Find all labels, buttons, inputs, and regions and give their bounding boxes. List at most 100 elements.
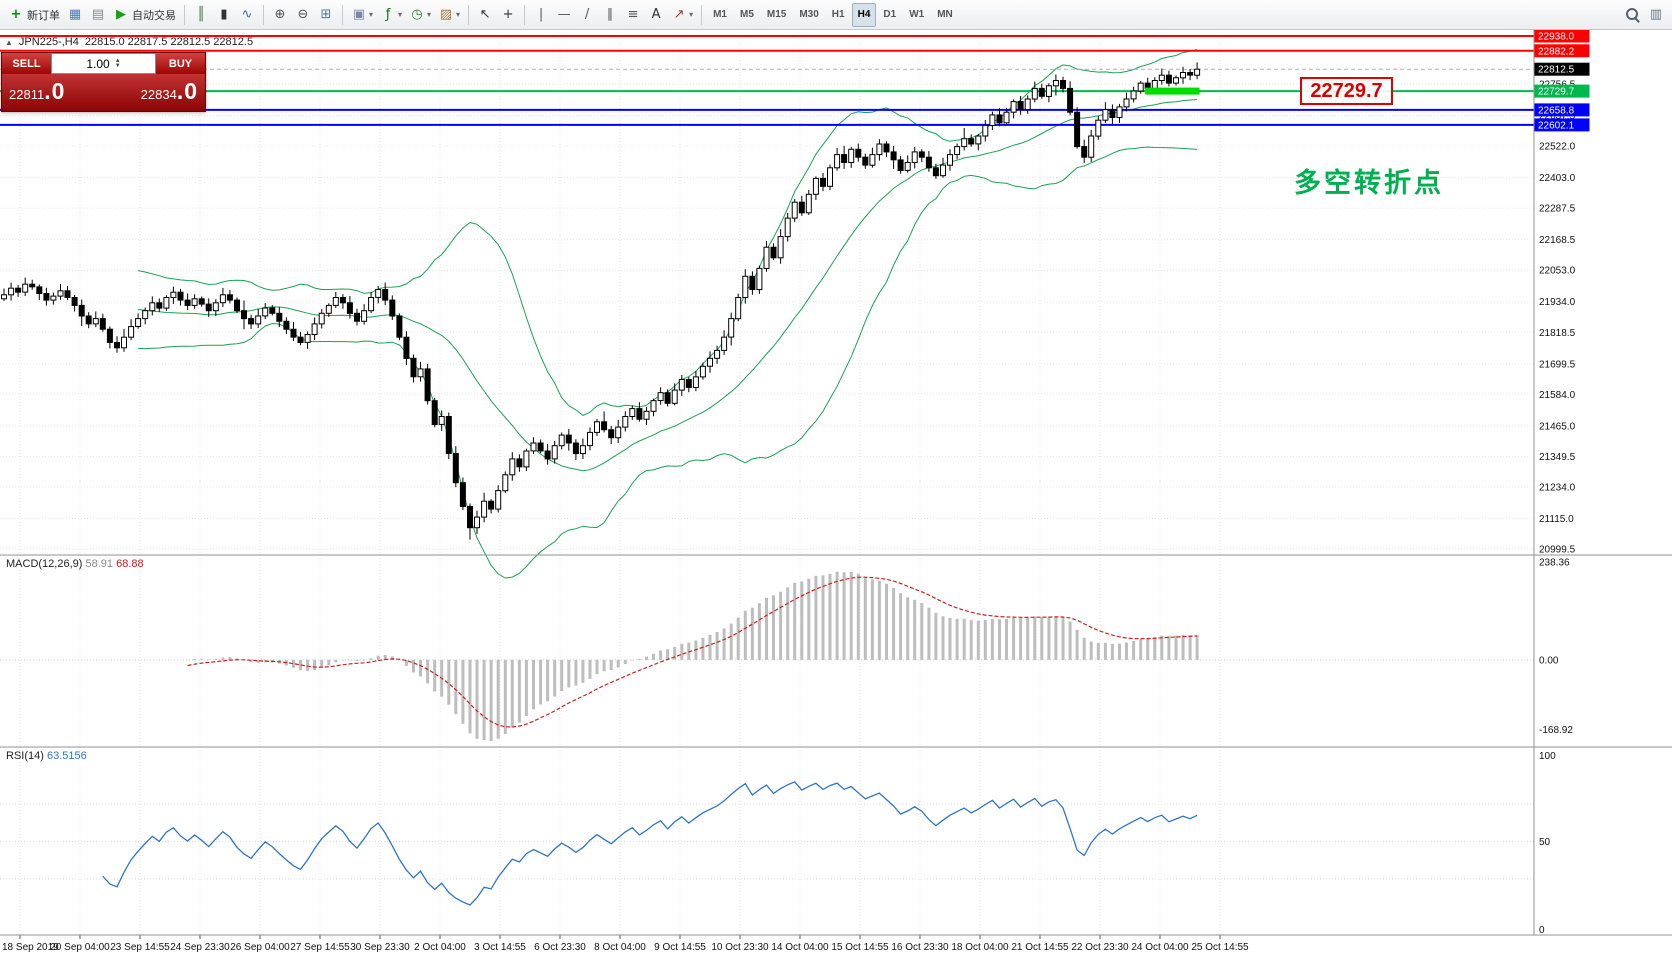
bar-chart-button[interactable]: ║ — [190, 3, 212, 27]
periods-button[interactable]: ◷ ▾ — [406, 3, 434, 27]
new-order-button[interactable]: + 新订单 — [5, 3, 63, 27]
sell-price-frac: .0 — [44, 78, 66, 104]
timeframe-button-m30[interactable]: M30 — [799, 9, 819, 20]
dropdown-caret-icon[interactable]: ▾ — [369, 10, 374, 19]
price-callout-box[interactable]: 22729.7 — [1300, 77, 1393, 105]
line-chart-button[interactable]: ∿ — [236, 3, 258, 27]
annotation-note[interactable]: 多空转折点 — [1294, 168, 1444, 198]
toolbar-separator — [263, 4, 264, 25]
trendline-button[interactable]: / — [576, 3, 598, 27]
tile-windows-button[interactable]: ⊞ — [315, 3, 337, 27]
market-watch-icon: ▤ — [91, 7, 105, 22]
arrows-button[interactable]: ↗ ▾ — [668, 3, 696, 27]
svg-text:238.36: 238.36 — [1539, 557, 1570, 568]
macd-indicator-label: MACD(12,26,9) 58.91 68.88 — [6, 558, 144, 570]
new-order-icon: + — [10, 7, 22, 22]
templates-button[interactable]: ▨ ▾ — [435, 3, 463, 27]
price-tags: 22938.0 22882.2 22812.5 22729.7 22658.8 22602… — [1534, 30, 1590, 132]
toolbar-separator — [524, 4, 526, 25]
dropdown-caret-icon[interactable]: ▾ — [427, 10, 432, 19]
rsi-value: 63.5156 — [46, 750, 87, 762]
zoom-out-button[interactable]: ⊖ — [292, 3, 314, 27]
cursor-button[interactable]: ↖ — [474, 3, 496, 27]
auto-trading-button[interactable]: ▶ 自动交易 — [110, 3, 179, 27]
price-axis[interactable]: 22756.522637.522522.022403.022287.522168… — [0, 80, 1576, 556]
svg-text:9 Oct 14:55: 9 Oct 14:55 — [654, 942, 706, 953]
sell-price[interactable]: 22811.0 — [2, 74, 104, 111]
settings-icon: ▥ — [1649, 7, 1663, 22]
rsi-indicator-label: RSI(14) 63.5156 — [6, 750, 87, 762]
symbol-search-button[interactable] — [1622, 3, 1644, 27]
dropdown-caret-icon[interactable]: ▾ — [689, 10, 694, 19]
buy-price[interactable]: 22834.0 — [104, 74, 206, 111]
text-button[interactable]: A — [645, 3, 667, 27]
zoom-out-icon: ⊖ — [297, 7, 309, 22]
timeframe-button-w1[interactable]: W1 — [909, 9, 925, 20]
fibonacci-button[interactable]: ≡ — [622, 3, 644, 27]
timeframe-button-m15[interactable]: M15 — [766, 9, 787, 20]
candlestick-icon: ▮ — [220, 7, 228, 22]
svg-text:24 Oct 04:00: 24 Oct 04:00 — [1131, 942, 1189, 953]
highlight-segment[interactable] — [1145, 87, 1200, 95]
bollinger-bands — [138, 49, 1198, 579]
toolbar: + 新订单 ▦ ▤ ▶ 自动交易 ║ ▮ ∿ ⊕ ⊖ ⊞ ▣ ▾ ƒ ▾ ◷ ▾ ▨ ▾ ↖ + | — / ∥ ≡ A ↗ ▾ M1 M5 M… — [0, 0, 1672, 30]
timeframe-button-mn[interactable]: MN — [937, 9, 953, 20]
timeframe-button-m5[interactable]: M5 — [739, 9, 754, 20]
timeframe-button-d1[interactable]: D1 — [883, 9, 897, 20]
auto-trading-button-label: 自动交易 — [132, 9, 176, 22]
chart-list-button[interactable]: ▦ — [64, 3, 86, 27]
svg-text:50: 50 — [1539, 837, 1551, 848]
vertical-line-icon: | — [538, 7, 544, 22]
ohlc-values: 22815.0 22817.5 22812.5 22812.5 — [84, 36, 254, 48]
candlestick-chart-button[interactable]: ▮ — [213, 3, 235, 27]
dropdown-caret-icon[interactable]: ▾ — [398, 10, 403, 19]
horizontal-line-button[interactable]: — — [553, 3, 575, 27]
macd-panel[interactable]: 238.36 0.00 -168.92 — [0, 557, 1573, 742]
rsi-panel[interactable]: 100 50 0 — [0, 751, 1556, 936]
vertical-line-button[interactable]: | — [530, 3, 552, 27]
toolbar-separator — [342, 4, 343, 25]
dropdown-caret-icon[interactable]: ▾ — [456, 10, 461, 19]
svg-text:10 Oct 23:30: 10 Oct 23:30 — [711, 942, 769, 953]
channel-icon: ∥ — [606, 7, 614, 22]
macd-value-2: 68.88 — [116, 558, 144, 570]
timeframe-button-h1[interactable]: H1 — [831, 9, 845, 20]
market-watch-button[interactable]: ▤ — [87, 3, 109, 27]
channel-button[interactable]: ∥ — [599, 3, 621, 27]
text-icon: A — [651, 7, 661, 22]
svg-text:25 Oct 14:55: 25 Oct 14:55 — [1191, 942, 1249, 953]
sell-price-main: 22811 — [9, 87, 45, 102]
svg-text:18 Oct 04:00: 18 Oct 04:00 — [951, 942, 1009, 953]
zoom-in-button[interactable]: ⊕ — [269, 3, 291, 27]
buy-button[interactable]: BUY — [156, 53, 205, 74]
crosshair-button[interactable]: + — [497, 3, 519, 27]
lot-stepper[interactable]: ▲ ▼ — [114, 57, 121, 69]
horizontal-line-icon: — — [557, 7, 571, 22]
svg-text:-168.92: -168.92 — [1539, 725, 1573, 736]
svg-text:0: 0 — [1539, 925, 1545, 936]
svg-text:6 Oct 23:30: 6 Oct 23:30 — [534, 942, 586, 953]
sell-button[interactable]: SELL — [2, 53, 51, 74]
lot-size-input[interactable]: 1.00 ▲ ▼ — [51, 53, 156, 74]
timeframe-button-h4[interactable]: H4 — [851, 2, 877, 27]
svg-text:30 Sep 23:30: 30 Sep 23:30 — [350, 942, 410, 953]
svg-text:20 Sep 04:00: 20 Sep 04:00 — [50, 942, 110, 953]
candles — [1, 62, 1201, 540]
chart-settings-button[interactable]: ▥ — [1645, 3, 1667, 27]
svg-text:22287.5: 22287.5 — [1539, 204, 1576, 215]
lot-up-icon[interactable]: ▲ — [114, 57, 121, 64]
one-click-trading-panel: SELL 1.00 ▲ ▼ BUY 22811.0 22834.0 — [1, 52, 206, 112]
collapse-trade-panel-icon[interactable]: ▲ — [5, 37, 13, 47]
arrange-charts-button[interactable]: ▣ ▾ — [348, 3, 376, 27]
svg-text:16 Oct 23:30: 16 Oct 23:30 — [891, 942, 949, 953]
horizontal-lines[interactable] — [0, 35, 1534, 126]
timeframe-button-m1[interactable]: M1 — [713, 9, 727, 20]
arrange-icon: ▣ — [352, 7, 366, 22]
toolbar-separator — [468, 4, 470, 25]
lot-down-icon[interactable]: ▼ — [114, 62, 121, 69]
crosshair-icon: + — [502, 7, 514, 22]
indicators-button[interactable]: ƒ ▾ — [377, 3, 405, 27]
svg-text:22938.0: 22938.0 — [1538, 32, 1575, 43]
